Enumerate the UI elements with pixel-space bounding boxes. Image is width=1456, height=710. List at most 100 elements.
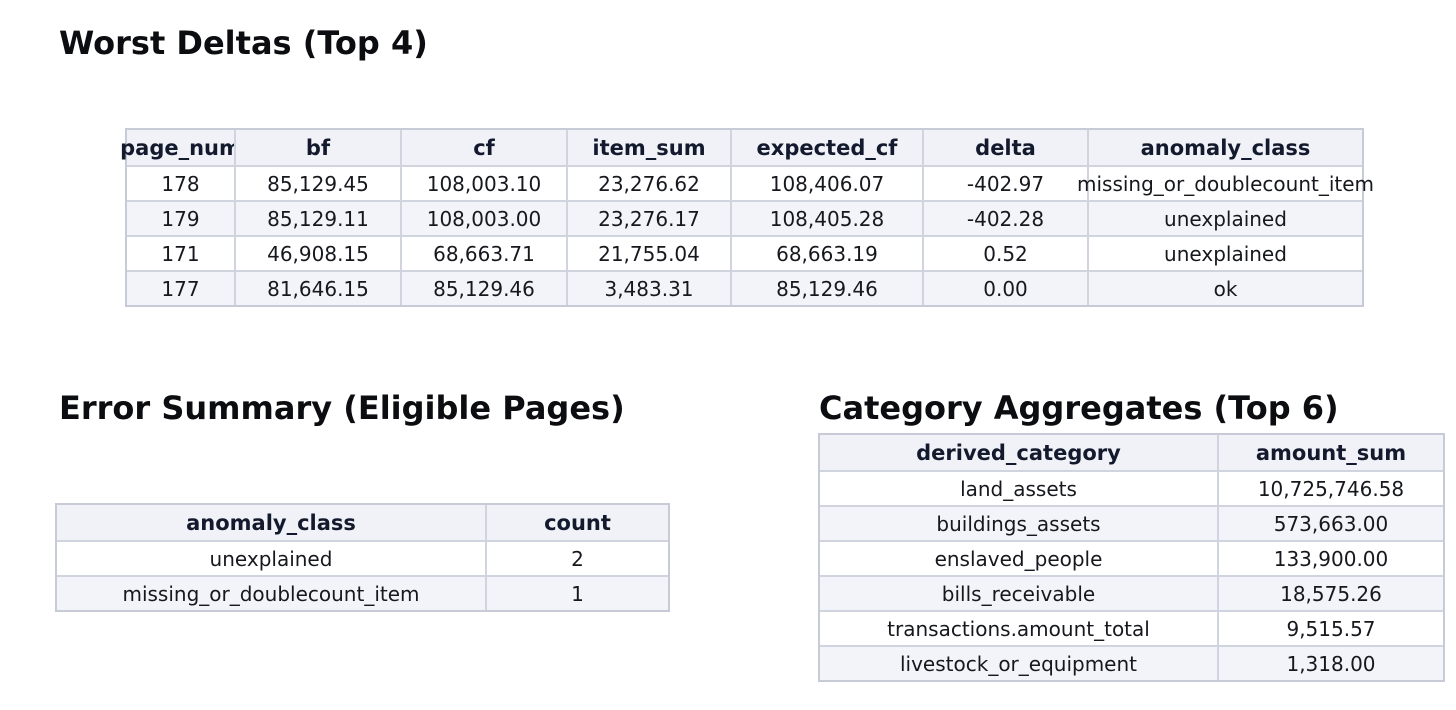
cell-text: 23,276.62: [598, 171, 700, 196]
table-cell: 573,663.00: [1217, 505, 1443, 540]
cell-text: 23,276.17: [598, 206, 700, 231]
table-cell: 179: [127, 200, 234, 235]
cell-text: 108,003.00: [426, 206, 542, 231]
table-row: missing_or_doublecount_item 1: [57, 575, 668, 610]
table-row: unexplained 2: [57, 540, 668, 575]
table-cell: 23,276.17: [566, 200, 730, 235]
cell-text: page_num: [120, 135, 241, 160]
cell-text: transactions.amount_total: [887, 616, 1150, 641]
cell-text: 573,663.00: [1273, 511, 1389, 536]
category-aggregates-title: Category Aggregates (Top 6): [819, 389, 1339, 427]
cell-text: 1,318.00: [1286, 651, 1376, 676]
worst-deltas-table: page_num bf cf item_sum expected_cf delta anom…: [120, 128, 1374, 307]
table-cell: 108,405.28: [730, 200, 922, 235]
table-cell: 133,900.00: [1217, 540, 1443, 575]
cell-text: 133,900.00: [1273, 546, 1389, 571]
table-row: 171 46,908.15 68,663.71 21,755.04 68,663.19 0…: [127, 235, 1362, 270]
table-cell: 85,129.45: [234, 165, 400, 200]
cell-text: 21,755.04: [598, 241, 700, 266]
column-header: anomaly_class: [57, 505, 485, 540]
cell-text: 177: [161, 276, 200, 301]
table-cell: 68,663.19: [730, 235, 922, 270]
column-header: bf: [234, 130, 400, 165]
table-cell: livestock_or_equipment: [820, 645, 1217, 680]
table-row: enslaved_people 133,900.00: [820, 540, 1443, 575]
table-cell: 81,646.15: [234, 270, 400, 305]
table-cell: 18,575.26: [1217, 575, 1443, 610]
cell-text: 85,129.46: [433, 276, 535, 301]
column-header: anomaly_class: [1087, 130, 1362, 165]
worst-deltas-title: Worst Deltas (Top 4): [59, 24, 428, 62]
table-cell: 0.00: [922, 270, 1087, 305]
cell-text: 171: [161, 241, 200, 266]
table-header-row: anomaly_class count: [57, 505, 668, 540]
error-summary-title: Error Summary (Eligible Pages): [59, 389, 625, 427]
column-header: expected_cf: [730, 130, 922, 165]
table-row: land_assets 10,725,746.58: [820, 470, 1443, 505]
cell-text: 85,129.45: [267, 171, 369, 196]
table-row: transactions.amount_total 9,515.57: [820, 610, 1443, 645]
cell-text: 81,646.15: [267, 276, 369, 301]
table-row: 177 81,646.15 85,129.46 3,483.31 85,129.46 0.…: [127, 270, 1362, 305]
cell-text: 108,406.07: [769, 171, 885, 196]
table-cell: 178: [127, 165, 234, 200]
cell-text: expected_cf: [756, 135, 898, 160]
cell-text: anomaly_class: [186, 510, 356, 535]
table-cell: 1,318.00: [1217, 645, 1443, 680]
table-cell: 23,276.62: [566, 165, 730, 200]
table-cell: missing_or_doublecount_item: [1077, 165, 1374, 200]
cell-text: 108,003.10: [426, 171, 542, 196]
table-cell: 108,003.10: [400, 165, 566, 200]
cell-text: 1: [571, 581, 584, 606]
column-header: item_sum: [566, 130, 730, 165]
table-cell: 9,515.57: [1217, 610, 1443, 645]
cell-text: amount_sum: [1255, 440, 1407, 465]
cell-text: 179: [161, 206, 200, 231]
table-cell: 2: [485, 540, 668, 575]
table-cell: unexplained: [57, 540, 485, 575]
table-cell: land_assets: [820, 470, 1217, 505]
category-aggregates-table: derived_category amount_sum land_assets 10,…: [818, 433, 1445, 682]
table-cell: 3,483.31: [566, 270, 730, 305]
table-cell: -402.97: [922, 165, 1087, 200]
table-cell: enslaved_people: [820, 540, 1217, 575]
cell-text: count: [544, 510, 611, 535]
cell-text: unexplained: [1164, 206, 1287, 231]
table-cell: 1: [485, 575, 668, 610]
table-cell: unexplained: [1087, 235, 1362, 270]
cell-text: unexplained: [1164, 241, 1287, 266]
column-header: cf: [400, 130, 566, 165]
table-row: 179 85,129.11 108,003.00 23,276.17 108,405.2…: [127, 200, 1362, 235]
cell-text: enslaved_people: [934, 546, 1103, 571]
table-cell: 108,003.00: [400, 200, 566, 235]
table-cell: transactions.amount_total: [820, 610, 1217, 645]
table-cell: unexplained: [1087, 200, 1362, 235]
table-cell: 85,129.46: [400, 270, 566, 305]
cell-text: 18,575.26: [1280, 581, 1382, 606]
table-cell: 21,755.04: [566, 235, 730, 270]
table-header-row: derived_category amount_sum: [820, 435, 1443, 470]
cell-text: 68,663.19: [776, 241, 878, 266]
cell-text: 108,405.28: [769, 206, 885, 231]
cell-text: buildings_assets: [936, 511, 1101, 536]
cell-text: 0.52: [983, 241, 1028, 266]
cell-text: 9,515.57: [1286, 616, 1376, 641]
cell-text: -402.97: [966, 171, 1045, 196]
table-row: buildings_assets 573,663.00: [820, 505, 1443, 540]
cell-text: -402.28: [966, 206, 1045, 231]
cell-text: bills_receivable: [941, 581, 1096, 606]
table-cell: 108,406.07: [730, 165, 922, 200]
cell-text: unexplained: [209, 546, 333, 571]
cell-text: cf: [473, 135, 495, 160]
table-cell: 171: [127, 235, 234, 270]
table-cell: ok: [1087, 270, 1362, 305]
table-cell: 0.52: [922, 235, 1087, 270]
table-cell: 10,725,746.58: [1217, 470, 1443, 505]
cell-text: item_sum: [592, 135, 706, 160]
table-row: livestock_or_equipment 1,318.00: [820, 645, 1443, 680]
table-cell: buildings_assets: [820, 505, 1217, 540]
cell-text: ok: [1213, 276, 1238, 301]
cell-text: bf: [305, 135, 331, 160]
cell-text: missing_or_doublecount_item: [122, 581, 420, 606]
